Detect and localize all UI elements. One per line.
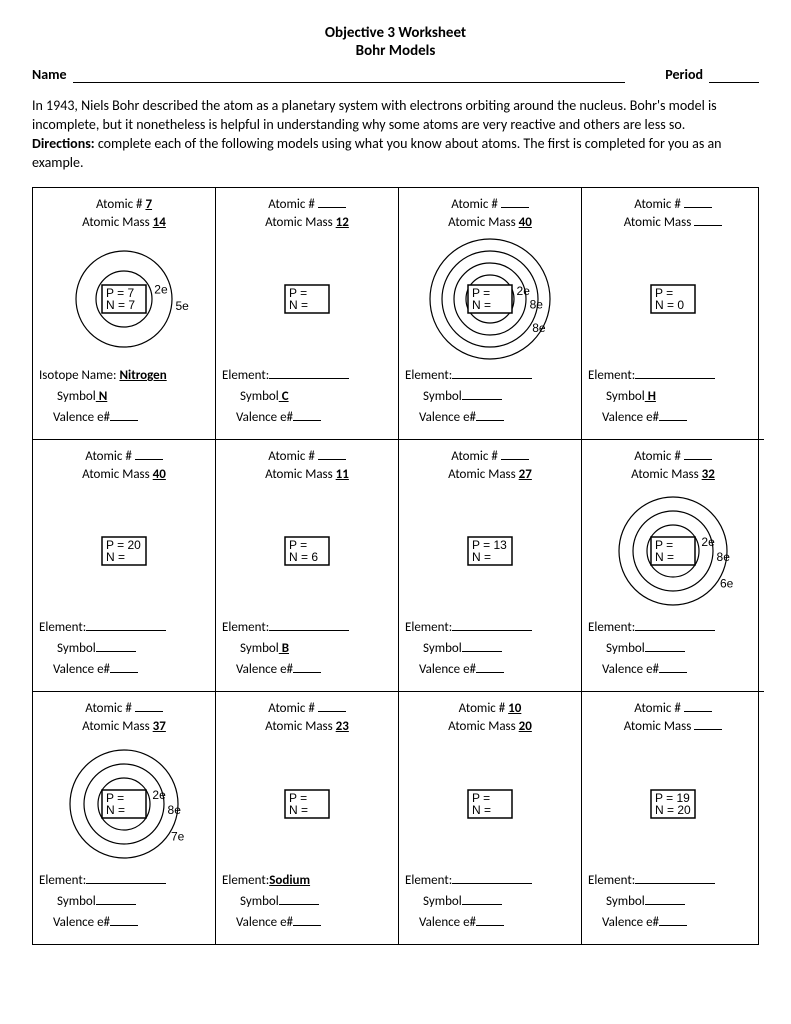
worksheet-cell: Atomic # Atomic Mass 32 P = N = 2e8e6e E… xyxy=(582,440,764,692)
cell-header: Atomic # Atomic Mass 37 xyxy=(39,700,209,736)
cell-header: Atomic # Atomic Mass 23 xyxy=(222,700,392,736)
cell-footer: Element: Symbol Valence e# xyxy=(588,618,758,680)
svg-text:N =: N = xyxy=(472,803,491,817)
worksheet-cell: Atomic # Atomic Mass 12 P = N = Element:… xyxy=(216,188,399,440)
worksheet-cell: Atomic # 10 Atomic Mass 20 P = N = Eleme… xyxy=(399,692,582,944)
cell-header: Atomic # Atomic Mass 40 xyxy=(39,448,209,484)
svg-text:8e: 8e xyxy=(532,321,546,335)
name-input-line[interactable] xyxy=(73,67,626,83)
period-label: Period xyxy=(665,66,703,83)
name-label: Name xyxy=(32,66,67,83)
svg-text:2e: 2e xyxy=(517,284,531,298)
svg-text:N =: N = xyxy=(106,550,125,564)
svg-text:N =: N = xyxy=(289,298,308,312)
svg-text:N =: N = xyxy=(289,803,308,817)
bohr-diagram: P = N = 2e8e8e xyxy=(405,232,575,366)
worksheet-subtitle: Bohr Models xyxy=(32,42,759,60)
period-input-line[interactable] xyxy=(709,67,759,83)
intro-text: In 1943, Niels Bohr described the atom a… xyxy=(32,97,759,173)
cell-header: Atomic # 10 Atomic Mass 20 xyxy=(405,700,575,736)
bohr-diagram: P = 20N = xyxy=(39,484,209,618)
bohr-diagram: P = N = xyxy=(222,232,392,366)
bohr-diagram: P = N = 2e8e6e xyxy=(588,484,758,618)
cell-footer: Element: Symbol Valence e# xyxy=(39,618,209,680)
svg-text:8e: 8e xyxy=(717,550,731,564)
cell-header: Atomic # Atomic Mass 11 xyxy=(222,448,392,484)
svg-text:N = 0: N = 0 xyxy=(655,298,684,312)
worksheet-title: Objective 3 Worksheet xyxy=(32,24,759,42)
svg-text:5e: 5e xyxy=(175,299,189,313)
bohr-diagram: P = 13N = xyxy=(405,484,575,618)
cell-footer: Element: Symbol H Valence e# xyxy=(588,366,758,428)
cell-footer: Element: Symbol Valence e# xyxy=(405,366,575,428)
cell-footer: Element: Symbol C Valence e# xyxy=(222,366,392,428)
bohr-diagram: P = N = 6 xyxy=(222,484,392,618)
worksheet-cell: Atomic # 7 Atomic Mass 14 P = 7N = 72e5e… xyxy=(33,188,216,440)
cell-footer: Element: Symbol Valence e# xyxy=(405,871,575,933)
cell-header: Atomic # Atomic Mass xyxy=(588,196,758,232)
worksheet-cell: Atomic # Atomic Mass P = 19N = 20 Elemen… xyxy=(582,692,764,944)
svg-text:N = 6: N = 6 xyxy=(289,550,318,564)
svg-text:N =: N = xyxy=(655,550,674,564)
bohr-diagram: P = N = xyxy=(405,736,575,871)
svg-text:8e: 8e xyxy=(168,803,182,817)
worksheet-cell: Atomic # Atomic Mass 40 P = N = 2e8e8e E… xyxy=(399,188,582,440)
svg-text:2e: 2e xyxy=(701,535,715,549)
bohr-diagram: P = N = xyxy=(222,736,392,871)
cell-header: Atomic # Atomic Mass 27 xyxy=(405,448,575,484)
bohr-diagram: P = 19N = 20 xyxy=(588,736,758,871)
svg-text:2e: 2e xyxy=(152,788,166,802)
svg-text:N = 20: N = 20 xyxy=(655,803,691,817)
svg-text:7e: 7e xyxy=(171,829,185,843)
worksheet-cell: Atomic # Atomic Mass 37 P = N = 2e8e7e E… xyxy=(33,692,216,944)
svg-text:2e: 2e xyxy=(154,282,168,296)
cell-header: Atomic # 7 Atomic Mass 14 xyxy=(39,196,209,232)
svg-text:N =: N = xyxy=(472,298,491,312)
bohr-diagram: P = 7N = 72e5e xyxy=(39,232,209,366)
cell-footer: Element: Symbol B Valence e# xyxy=(222,618,392,680)
directions-label: Directions: xyxy=(32,135,95,152)
svg-text:6e: 6e xyxy=(720,577,734,591)
worksheet-cell: Atomic # Atomic Mass 23 P = N = Element:… xyxy=(216,692,399,944)
svg-text:8e: 8e xyxy=(530,297,544,311)
worksheet-grid: Atomic # 7 Atomic Mass 14 P = 7N = 72e5e… xyxy=(32,187,759,945)
worksheet-cell: Atomic # Atomic Mass 40 P = 20N = Elemen… xyxy=(33,440,216,692)
intro-paragraph: In 1943, Niels Bohr described the atom a… xyxy=(32,97,717,133)
cell-footer: Element: Symbol Valence e# xyxy=(405,618,575,680)
worksheet-cell: Atomic # Atomic Mass P = N = 0 Element: … xyxy=(582,188,764,440)
worksheet-cell: Atomic # Atomic Mass 27 P = 13N = Elemen… xyxy=(399,440,582,692)
bohr-diagram: P = N = 2e8e7e xyxy=(39,736,209,871)
directions-text: complete each of the following models us… xyxy=(32,135,722,171)
svg-text:N = 7: N = 7 xyxy=(106,298,135,312)
worksheet-cell: Atomic # Atomic Mass 11 P = N = 6 Elemen… xyxy=(216,440,399,692)
cell-header: Atomic # Atomic Mass xyxy=(588,700,758,736)
bohr-diagram: P = N = 0 xyxy=(588,232,758,366)
name-period-row: Name Period xyxy=(32,66,759,83)
cell-footer: Element:Sodium Symbol Valence e# xyxy=(222,871,392,933)
cell-footer: Element: Symbol Valence e# xyxy=(39,871,209,933)
cell-footer: Element: Symbol Valence e# xyxy=(588,871,758,933)
svg-text:N =: N = xyxy=(472,550,491,564)
cell-header: Atomic # Atomic Mass 32 xyxy=(588,448,758,484)
cell-footer: Isotope Name: Nitrogen Symbol N Valence … xyxy=(39,366,209,428)
cell-header: Atomic # Atomic Mass 12 xyxy=(222,196,392,232)
svg-text:N =: N = xyxy=(106,803,125,817)
cell-header: Atomic # Atomic Mass 40 xyxy=(405,196,575,232)
